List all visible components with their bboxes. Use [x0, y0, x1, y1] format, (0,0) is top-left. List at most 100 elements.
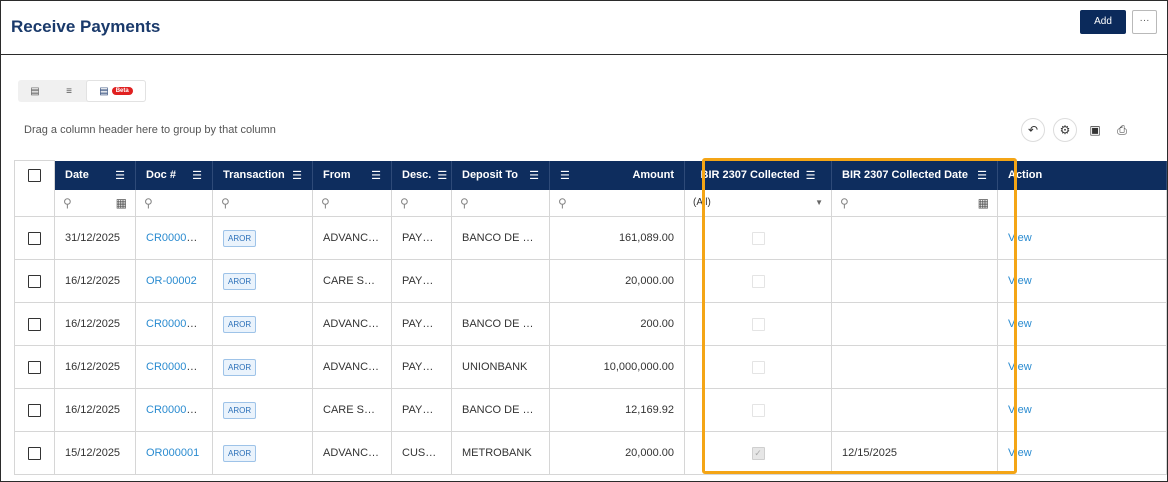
row-checkbox[interactable] [28, 403, 41, 417]
table-row[interactable]: 16/12/2025 CR0000056 AROR ADVANCE TR...PAYM… [14, 302, 1167, 346]
filter-amount[interactable]: ⚲ [549, 189, 685, 217]
column-header-from[interactable]: From ☰ [312, 160, 392, 190]
bir-collected-checkbox[interactable] [751, 403, 765, 417]
doc-link[interactable]: CR0000056 [146, 318, 205, 330]
filter-bir-collected-select[interactable]: (All) ▼ [684, 189, 832, 217]
bir-collected-checkbox[interactable] [751, 274, 765, 288]
cell-from: CARE SOFTW... [312, 388, 392, 432]
filter-desc[interactable]: ⚲ [391, 189, 452, 217]
filter-icon[interactable]: ☰ [192, 169, 202, 182]
doc-link[interactable]: CR0000054 [146, 404, 205, 416]
cell-amount: 20,000.00 [549, 259, 685, 303]
bir-collected-checkbox[interactable] [751, 360, 765, 374]
filter-icon[interactable]: ☰ [977, 169, 987, 182]
export-button[interactable]: ▣ [1083, 118, 1107, 142]
cell-action: View [997, 345, 1167, 389]
cell-amount: 10,000,000.00 [549, 345, 685, 389]
doc-link[interactable]: CR0000044 [146, 232, 205, 244]
row-checkbox[interactable] [28, 446, 41, 460]
cell-amount: 20,000.00 [549, 431, 685, 475]
cell-deposit-to: BANCO DE ORO [451, 388, 550, 432]
column-header-transaction[interactable]: Transaction ☰ [212, 160, 313, 190]
filter-icon[interactable]: ☰ [805, 169, 816, 182]
filter-cell-empty [14, 189, 55, 217]
search-icon: ⚲ [460, 195, 469, 210]
cell-bir-collected-date [831, 302, 998, 346]
column-header-date[interactable]: Date ☰ [54, 160, 136, 190]
cell-doc: OR000001 [135, 431, 213, 475]
filter-date[interactable]: ⚲ ▦ [54, 189, 136, 217]
cell-deposit-to: UNIONBANK [451, 345, 550, 389]
cell-action: View [997, 216, 1167, 260]
undo-button[interactable]: ↶ [1021, 118, 1045, 142]
settings-button[interactable]: ⚙ [1053, 118, 1077, 142]
filter-deposit-to[interactable]: ⚲ [451, 189, 550, 217]
row-select-cell [14, 388, 55, 432]
payments-table: Date ☰ Doc # ☰ Transaction ☰ From ☰ Desc. ☰ D… [14, 160, 1167, 475]
filter-doc[interactable]: ⚲ [135, 189, 213, 217]
column-header-deposit-to[interactable]: Deposit To ☰ [451, 160, 550, 190]
filter-from[interactable]: ⚲ [312, 189, 392, 217]
list-view-button[interactable]: ≡ [52, 80, 86, 102]
doc-link[interactable]: OR000001 [146, 447, 200, 459]
filter-icon[interactable]: ☰ [529, 169, 539, 182]
calendar-icon[interactable]: ▦ [977, 195, 989, 210]
row-select-cell [14, 259, 55, 303]
doc-link[interactable]: OR-00002 [146, 275, 197, 287]
column-header-amount[interactable]: ☰ Amount [549, 160, 685, 190]
filter-transaction[interactable]: ⚲ [212, 189, 313, 217]
card-view-button[interactable]: ▤ [18, 80, 52, 102]
table-row[interactable]: 15/12/2025 OR000001 AROR ADVANCE TR...CUSTO… [14, 431, 1167, 475]
cell-bir-collected [684, 259, 832, 303]
doc-link[interactable]: CR0000055 [146, 361, 205, 373]
view-link[interactable]: View [1008, 361, 1032, 373]
row-checkbox[interactable] [28, 317, 41, 331]
filter-bir-collected-date[interactable]: ⚲ ▦ [831, 189, 998, 217]
table-row[interactable]: 16/12/2025 CR0000055 AROR ADVANCE TR...PAYM… [14, 345, 1167, 389]
export-icon: ▣ [1089, 123, 1101, 137]
table-row[interactable]: 31/12/2025 CR0000044 AROR ADVANCE TR...PAYM… [14, 216, 1167, 260]
cell-action: View [997, 388, 1167, 432]
cell-doc: CR0000056 [135, 302, 213, 346]
select-all-checkbox[interactable] [28, 168, 41, 182]
search-icon: ⚲ [63, 195, 72, 210]
add-button[interactable]: Add [1080, 10, 1126, 34]
list-view-icon: ≡ [66, 85, 72, 97]
column-header-bir-collected-date[interactable]: BIR 2307 Collected Date ☰ [831, 160, 998, 190]
bir-collected-checkbox[interactable] [751, 317, 765, 331]
filter-icon[interactable]: ☰ [371, 169, 381, 182]
cell-desc: PAYMEN... [391, 302, 452, 346]
more-options-button[interactable]: ··· [1132, 10, 1157, 34]
bir-collected-checkbox[interactable] [751, 231, 765, 245]
cell-amount: 12,169.92 [549, 388, 685, 432]
column-header-action[interactable]: Action [997, 160, 1167, 190]
filter-icon[interactable]: ☰ [437, 169, 448, 182]
column-header-bir-collected[interactable]: BIR 2307 Collected ☰ [684, 160, 832, 190]
view-link[interactable]: View [1008, 447, 1032, 459]
gear-icon: ⚙ [1059, 123, 1071, 137]
view-link[interactable]: View [1008, 275, 1032, 287]
row-checkbox[interactable] [28, 274, 41, 288]
filter-icon[interactable]: ☰ [560, 169, 570, 182]
cell-amount: 161,089.00 [549, 216, 685, 260]
row-checkbox[interactable] [28, 360, 41, 374]
calendar-icon[interactable]: ▦ [115, 195, 127, 210]
cell-from: ADVANCE TR... [312, 216, 392, 260]
filter-icon[interactable]: ☰ [292, 169, 302, 182]
filter-icon[interactable]: ☰ [115, 169, 125, 182]
view-link[interactable]: View [1008, 318, 1032, 330]
table-row[interactable]: 16/12/2025 CR0000054 AROR CARE SOFTW...PAYM… [14, 388, 1167, 432]
row-checkbox[interactable] [28, 231, 41, 245]
cell-desc: PAYMEN... [391, 388, 452, 432]
view-link[interactable]: View [1008, 232, 1032, 244]
view-link[interactable]: View [1008, 404, 1032, 416]
column-header-doc[interactable]: Doc # ☰ [135, 160, 213, 190]
table-view-beta-button[interactable]: ▤ Beta [86, 80, 146, 102]
bir-collected-checkbox[interactable]: ✓ [751, 446, 765, 460]
transaction-badge: AROR [223, 401, 257, 419]
print-button[interactable]: ⎙ [1110, 118, 1134, 142]
column-header-desc[interactable]: Desc. ☰ [391, 160, 452, 190]
table-row[interactable]: 16/12/2025 OR-00002 AROR CARE SOFTW...PAYME… [14, 259, 1167, 303]
cell-bir-collected-date [831, 259, 998, 303]
cell-date: 16/12/2025 [54, 345, 136, 389]
